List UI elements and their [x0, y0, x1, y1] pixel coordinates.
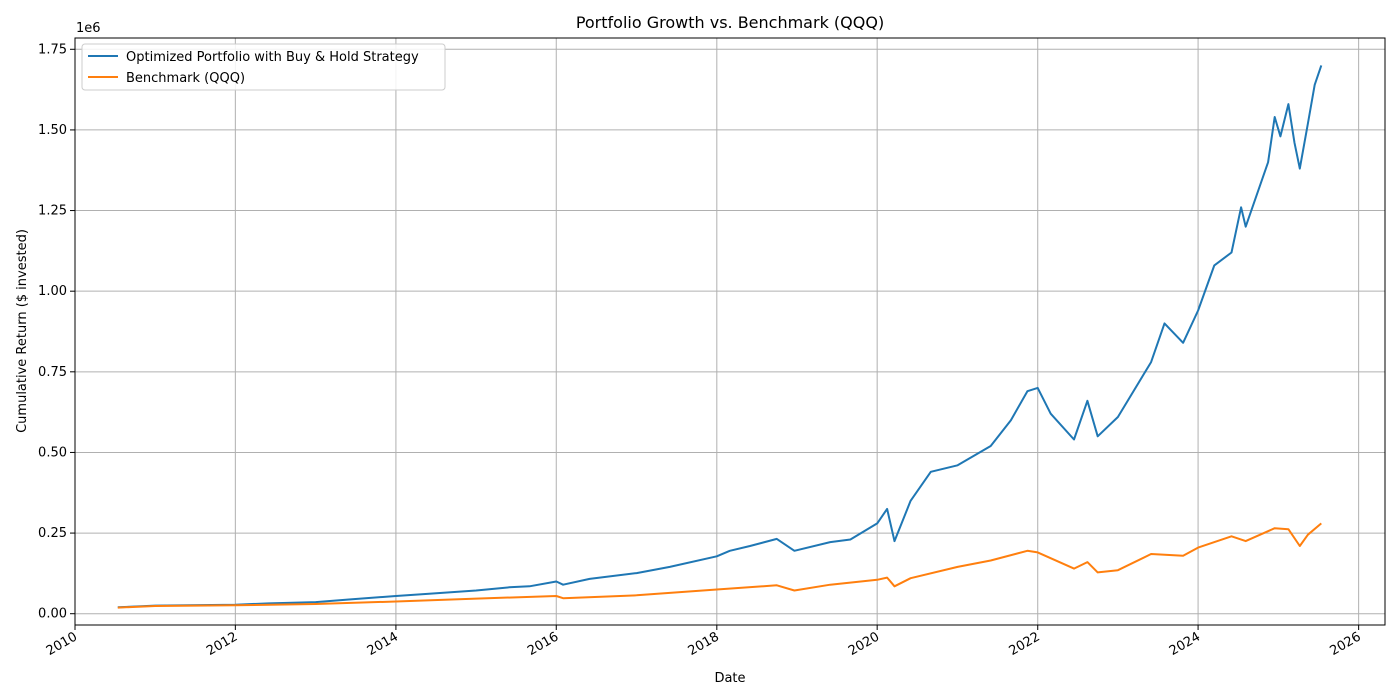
- series-line-portfolio: [117, 65, 1323, 609]
- y-tick-label: 0.50: [38, 445, 67, 460]
- series-lines: [117, 65, 1323, 609]
- y-tick-label: 1.25: [38, 204, 67, 219]
- y-tick-label: 0.00: [38, 607, 67, 622]
- y-axis: 0.00 0.25 0.50 0.75 1.00 1.25 1.50 1.75: [38, 42, 75, 622]
- y-axis-title: Cumulative Return ($ invested): [15, 229, 30, 433]
- chart-title: Portfolio Growth vs. Benchmark (QQQ): [576, 13, 884, 32]
- y-tick-label: 1.50: [38, 123, 67, 138]
- y-tick-label: 0.75: [38, 365, 67, 380]
- y-offset-label: 1e6: [76, 21, 101, 36]
- series-line-benchmark: [117, 522, 1322, 609]
- grid: [74, 38, 1385, 625]
- x-axis-title: Date: [714, 671, 745, 686]
- legend-label-benchmark: Benchmark (QQQ): [126, 71, 245, 86]
- plot-frame: [74, 37, 1386, 626]
- y-tick-label: 1.00: [38, 284, 67, 299]
- legend: Optimized Portfolio with Buy & Hold Stra…: [81, 43, 446, 91]
- y-tick-label: 1.75: [38, 42, 67, 57]
- legend-box: [81, 43, 446, 91]
- y-tick-label: 0.25: [38, 526, 67, 541]
- legend-label-portfolio: Optimized Portfolio with Buy & Hold Stra…: [126, 50, 419, 65]
